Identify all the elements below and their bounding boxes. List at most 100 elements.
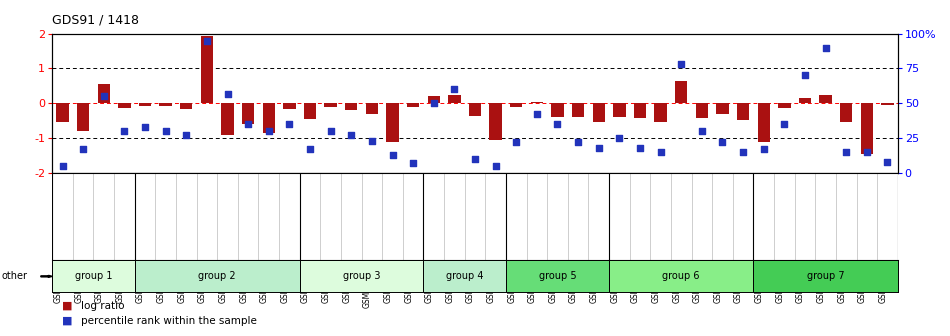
Point <box>323 129 338 134</box>
Text: group 5: group 5 <box>539 271 577 281</box>
Point <box>261 129 276 134</box>
Bar <box>407 103 419 107</box>
Bar <box>283 103 295 109</box>
Bar <box>510 103 522 107</box>
Bar <box>820 95 832 103</box>
Bar <box>262 103 275 133</box>
Point <box>756 146 771 152</box>
Bar <box>757 103 770 142</box>
Point <box>859 150 874 155</box>
Bar <box>325 103 337 107</box>
Bar <box>489 103 502 140</box>
Bar <box>753 260 898 292</box>
Point <box>96 94 111 99</box>
Bar <box>551 103 563 117</box>
Text: group 4: group 4 <box>446 271 484 281</box>
Point <box>344 133 359 138</box>
Bar <box>861 103 873 154</box>
Point <box>179 133 194 138</box>
Point <box>508 140 523 145</box>
Point <box>158 129 173 134</box>
Bar <box>655 103 667 123</box>
Point <box>240 122 256 127</box>
Bar <box>572 103 584 117</box>
Bar <box>695 103 708 118</box>
Text: log ratio: log ratio <box>81 301 124 311</box>
Bar <box>135 260 299 292</box>
Point <box>302 146 317 152</box>
Bar <box>737 103 750 120</box>
Text: group 6: group 6 <box>662 271 700 281</box>
Point <box>200 38 215 43</box>
Point <box>282 122 297 127</box>
Point <box>220 91 236 96</box>
Text: percentile rank within the sample: percentile rank within the sample <box>81 316 256 326</box>
Bar <box>345 103 357 110</box>
Bar <box>77 103 89 131</box>
Point <box>550 122 565 127</box>
Bar <box>118 103 130 108</box>
Bar <box>366 103 378 114</box>
Bar <box>160 103 172 106</box>
Point <box>839 150 854 155</box>
Bar <box>882 103 894 105</box>
Point <box>427 101 442 106</box>
Point <box>674 61 689 67</box>
Bar <box>221 103 234 135</box>
Point <box>55 163 70 169</box>
Bar <box>424 260 506 292</box>
Bar <box>200 36 213 103</box>
Point <box>488 163 504 169</box>
Point <box>880 159 895 165</box>
Bar <box>448 95 461 103</box>
Bar <box>778 103 790 108</box>
Point <box>777 122 792 127</box>
Bar <box>304 103 316 119</box>
Bar <box>52 260 135 292</box>
Point <box>735 150 751 155</box>
Point <box>797 73 812 78</box>
Text: group 7: group 7 <box>807 271 845 281</box>
Bar <box>98 84 110 103</box>
Bar <box>139 103 151 106</box>
Bar <box>242 103 255 124</box>
Point <box>529 112 544 117</box>
Point <box>714 140 730 145</box>
Point <box>571 140 586 145</box>
Point <box>612 135 627 141</box>
Point <box>818 45 833 50</box>
Point <box>446 87 462 92</box>
Text: ■: ■ <box>62 316 72 326</box>
Text: group 2: group 2 <box>199 271 236 281</box>
Bar <box>634 103 646 118</box>
Point <box>633 145 648 151</box>
Text: other: other <box>2 271 28 281</box>
Bar <box>56 103 68 123</box>
Text: group 1: group 1 <box>75 271 112 281</box>
Point <box>694 129 710 134</box>
Point <box>138 124 153 130</box>
Bar <box>609 260 753 292</box>
Point <box>76 146 91 152</box>
Bar <box>593 103 605 123</box>
Text: group 3: group 3 <box>343 271 380 281</box>
Point <box>364 138 379 144</box>
Text: ■: ■ <box>62 301 72 311</box>
Bar <box>799 98 811 103</box>
Bar <box>613 103 625 117</box>
Bar <box>299 260 424 292</box>
Point <box>467 157 483 162</box>
Bar <box>531 101 543 103</box>
Bar <box>506 260 609 292</box>
Text: GDS91 / 1418: GDS91 / 1418 <box>52 14 140 27</box>
Bar <box>675 81 688 103</box>
Bar <box>716 103 729 115</box>
Bar <box>387 103 399 142</box>
Point <box>385 152 400 158</box>
Point <box>406 161 421 166</box>
Point <box>591 145 606 151</box>
Bar <box>840 103 852 123</box>
Bar <box>180 103 193 109</box>
Point <box>653 150 668 155</box>
Bar <box>468 103 482 116</box>
